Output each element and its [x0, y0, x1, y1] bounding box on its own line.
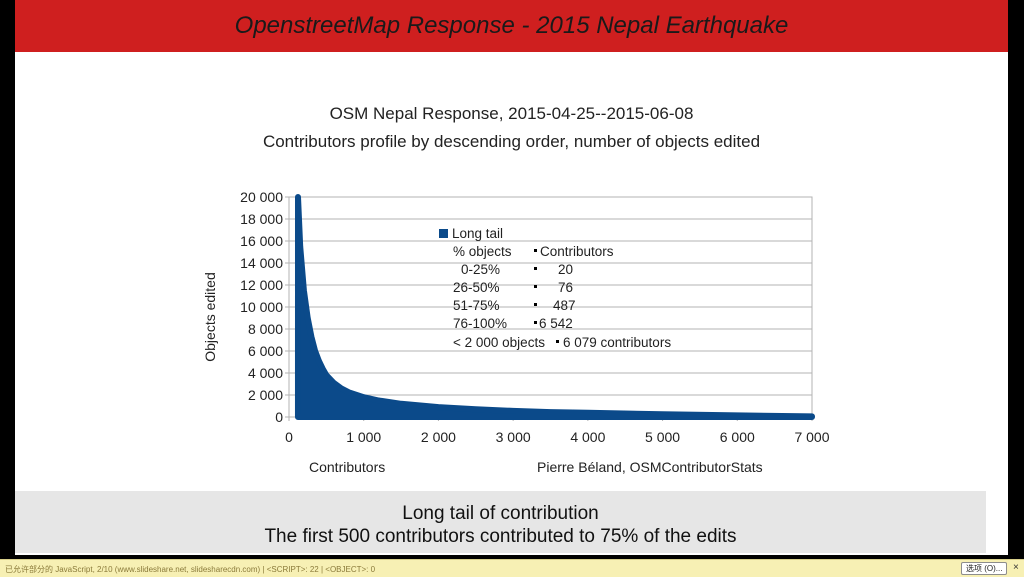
legend-header-right: Contributors — [540, 244, 614, 259]
series-area-long-tail — [294, 194, 815, 420]
chart-ticks: 0 2 000 4 000 6 000 8 000 10 000 12 000 14 000 1… — [240, 189, 830, 445]
y-tick-label: 8 000 — [248, 321, 283, 337]
close-icon[interactable]: × — [1013, 562, 1019, 573]
legend-bullet — [534, 267, 537, 270]
y-tick-label: 10 000 — [240, 299, 283, 315]
y-tick-label: 16 000 — [240, 233, 283, 249]
y-tick-label: 6 000 — [248, 343, 283, 359]
legend-swatch — [439, 229, 448, 238]
y-tick-label: 20 000 — [240, 189, 283, 205]
legend-bullet — [534, 303, 537, 306]
legend-row-contributors: 20 — [558, 262, 573, 277]
legend-header-left: % objects — [453, 244, 512, 259]
legend-bullet — [534, 249, 537, 252]
x-tick-label: 4 000 — [570, 429, 605, 445]
x-tick-label: 3 000 — [496, 429, 531, 445]
legend-row-range: 26-50% — [453, 280, 500, 295]
slide-caption: Long tail of contribution The first 500 … — [15, 491, 986, 553]
caption-line-1: Long tail of contribution — [402, 503, 599, 524]
x-tick-label: 5 000 — [645, 429, 680, 445]
x-tick-label: 1 000 — [346, 429, 381, 445]
source-label: Pierre Béland, OSMContributorStats — [537, 459, 763, 475]
x-tick-label: 6 000 — [720, 429, 755, 445]
x-tick-label: 0 — [285, 429, 293, 445]
legend-bullet — [534, 321, 537, 324]
browser-status-bar: 已允许部分的 JavaScript, 2/10 (www.slideshare.… — [0, 559, 1024, 577]
x-tick-label: 2 000 — [421, 429, 456, 445]
y-tick-label: 0 — [275, 409, 283, 425]
caption-line-2: The first 500 contributors contributed t… — [264, 526, 737, 547]
x-axis-label: Contributors — [309, 459, 385, 475]
y-tick-label: 2 000 — [248, 387, 283, 403]
y-tick-label: 4 000 — [248, 365, 283, 381]
slide-title-banner: OpenstreetMap Response - 2015 Nepal Eart… — [15, 0, 1008, 52]
legend-row-range: 0-25% — [461, 262, 500, 277]
y-axis-label: Objects edited — [202, 272, 218, 362]
legend-bullet — [556, 340, 559, 343]
legend-footer-left: < 2 000 objects — [453, 335, 545, 350]
chart-grid — [288, 196, 813, 418]
y-tick-label: 12 000 — [240, 277, 283, 293]
slide-title: OpenstreetMap Response - 2015 Nepal Eart… — [234, 12, 789, 39]
x-tick-label: 7 000 — [794, 429, 829, 445]
legend-bullet — [534, 285, 537, 288]
status-text: 已允许部分的 JavaScript, 2/10 (www.slideshare.… — [5, 565, 376, 574]
long-tail-chart: 0 2 000 4 000 6 000 8 000 10 000 12 000 14 000 1… — [202, 189, 830, 475]
chart-legend: Long tail % objects Contributors 0-25% 2… — [439, 226, 671, 350]
slide: OpenstreetMap Response - 2015 Nepal Eart… — [15, 0, 1008, 555]
legend-row-contributors: 6 542 — [539, 316, 573, 331]
legend-footer-right: 6 079 contributors — [563, 335, 671, 350]
options-button[interactable]: 选项 (O)... — [961, 562, 1008, 575]
legend-row-contributors: 487 — [553, 298, 576, 313]
y-tick-label: 14 000 — [240, 255, 283, 271]
y-tick-label: 18 000 — [240, 211, 283, 227]
legend-series-label: Long tail — [452, 226, 503, 241]
chart-subtitle: Contributors profile by descending order… — [262, 132, 761, 151]
chart-title: OSM Nepal Response, 2015-04-25--2015-06-… — [329, 104, 694, 123]
legend-row-range: 51-75% — [453, 298, 500, 313]
legend-row-contributors: 76 — [558, 280, 573, 295]
legend-row-range: 76-100% — [453, 316, 507, 331]
